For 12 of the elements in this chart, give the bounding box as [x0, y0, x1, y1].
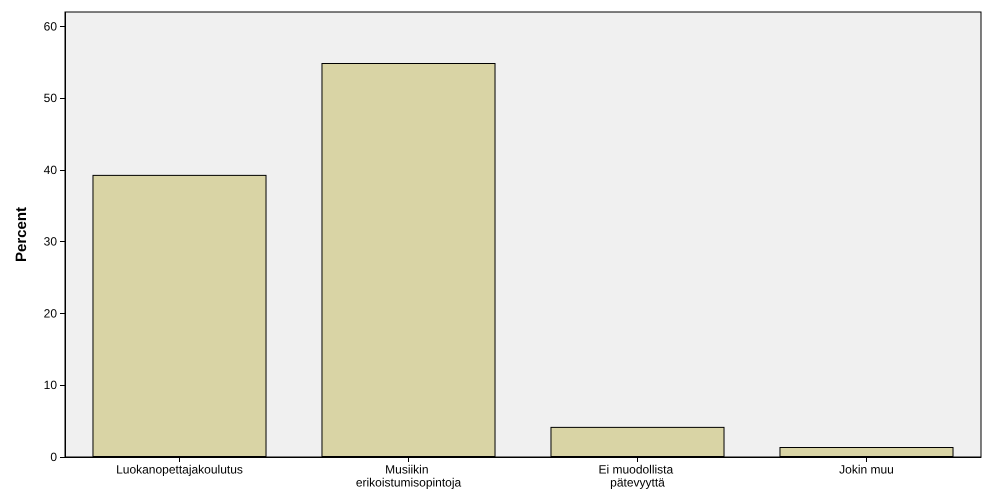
y-tick-label: 50 — [44, 91, 58, 106]
y-tick-label: 40 — [44, 162, 58, 177]
y-tick-label: 30 — [44, 234, 58, 249]
x-tick-label: Luokanopettajakoulutus — [116, 462, 243, 476]
y-tick-label: 0 — [50, 450, 58, 464]
x-tick-label: Jokin muu — [839, 462, 894, 476]
y-axis-title: Percent — [13, 206, 30, 262]
y-tick-label: 60 — [44, 19, 58, 34]
y-tick-label: 10 — [44, 378, 58, 392]
x-tick-label: Ei muodollista pätevyyttä — [598, 462, 677, 490]
y-tick-label: 20 — [44, 306, 58, 320]
x-tick-label: Musiikin erikoistumisopintoja — [356, 462, 462, 490]
